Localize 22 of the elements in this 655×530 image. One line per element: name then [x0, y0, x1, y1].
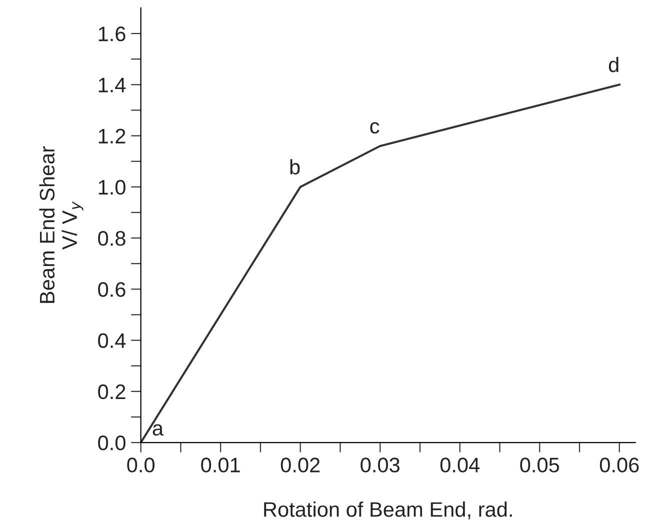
x-tick-label: 0.06 — [600, 458, 639, 472]
y-tick-label: 1.0 — [98, 180, 126, 195]
annotation: b — [290, 159, 300, 174]
x-tick-label: 0.05 — [520, 458, 560, 472]
x-tick-label: 0.02 — [280, 458, 320, 472]
y-tick-label: 0.0 — [98, 436, 126, 450]
x-axis-title: Rotation of Beam End, rad. — [264, 502, 512, 520]
y-tick-label: 1.6 — [98, 26, 126, 42]
y-tick-label: 0.2 — [98, 384, 126, 400]
y-tick-label: 0.4 — [98, 333, 126, 348]
annotation: c — [370, 122, 380, 134]
x-tick-label: 0.01 — [201, 458, 240, 472]
y-tick-label: 0.8 — [98, 231, 126, 246]
annotation: a — [152, 424, 164, 436]
x-tick-label: 0.04 — [440, 458, 480, 472]
x-tick-label: 0.0 — [127, 458, 154, 472]
y-tick-label: 0.6 — [98, 282, 126, 297]
y-tick-label: 1.4 — [98, 78, 126, 92]
y-axis-title: Beam End Shear V/ V$_{y}$ — [39, 146, 84, 303]
annotation: d — [608, 56, 618, 72]
y-tick-label: 1.2 — [98, 128, 126, 144]
x-tick-label: 0.03 — [360, 458, 400, 472]
